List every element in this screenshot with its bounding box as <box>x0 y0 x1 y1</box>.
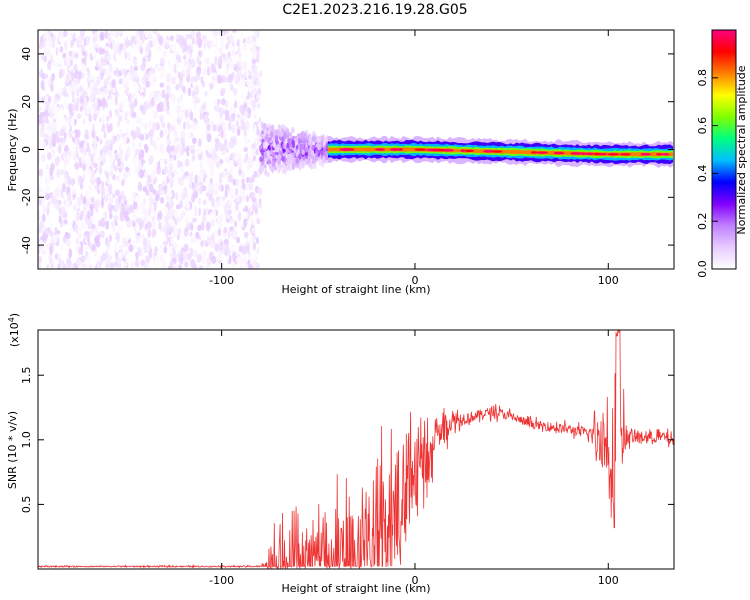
colorbar-tick-label: 0.6 <box>696 117 709 135</box>
y-tick-label: -40 <box>20 236 33 254</box>
x-tick-label: -100 <box>209 274 234 287</box>
colorbar-tick-label: 0.0 <box>696 260 709 278</box>
y-tick-label: 0 <box>20 146 33 153</box>
snr-ticks: -100 0 100 0.5 1.0 1.5 <box>20 330 674 587</box>
snr-scale-label: (x104) <box>7 313 22 347</box>
colorbar-tick-label: 0.4 <box>696 165 709 183</box>
colorbar-tick-label: 0.8 <box>696 69 709 87</box>
spectrogram-ticks: -100 0 100 -40 -20 0 20 40 <box>20 30 674 287</box>
colorbar-ticks: 0.0 0.2 0.4 0.6 0.8 <box>696 69 718 278</box>
x-tick-label: 0 <box>411 274 418 287</box>
spectrogram-panel: -100 0 100 -40 -20 0 20 40 Height of straight l… <box>6 29 675 296</box>
figure-title: C2E1.2023.216.19.28.G05 <box>282 2 468 18</box>
spectrogram-x-label: Height of straight line (km) <box>281 283 430 296</box>
y-tick-label: -20 <box>20 188 33 206</box>
snr-y-label: SNR (10 * v/v) <box>6 411 19 489</box>
colorbar-tick-label: 0.2 <box>696 212 709 230</box>
colorbar-gradient <box>711 29 737 270</box>
snr-panel: -100 0 100 0.5 1.0 1.5 Height of straight lin… <box>6 313 675 595</box>
spectrogram-image <box>38 30 674 269</box>
y-tick-label: 40 <box>20 47 33 61</box>
colorbar: 0.0 0.2 0.4 0.6 0.8 Normalized spectral ampl… <box>696 29 748 278</box>
spectrogram-y-label: Frequency (Hz) <box>6 109 19 192</box>
x-tick-label: 100 <box>598 274 619 287</box>
colorbar-label: Normalized spectral amplitude <box>735 65 748 234</box>
x-tick-label: 0 <box>411 574 418 587</box>
x-tick-label: 100 <box>598 574 619 587</box>
snr-series-line <box>38 330 674 569</box>
x-tick-label: -100 <box>209 574 234 587</box>
y-tick-label: 0.5 <box>20 496 33 514</box>
y-tick-label: 1.0 <box>20 431 33 449</box>
snr-x-label: Height of straight line (km) <box>281 582 430 595</box>
snr-frame <box>37 329 675 570</box>
y-tick-label: 1.5 <box>20 366 33 384</box>
y-tick-label: 20 <box>20 95 33 109</box>
